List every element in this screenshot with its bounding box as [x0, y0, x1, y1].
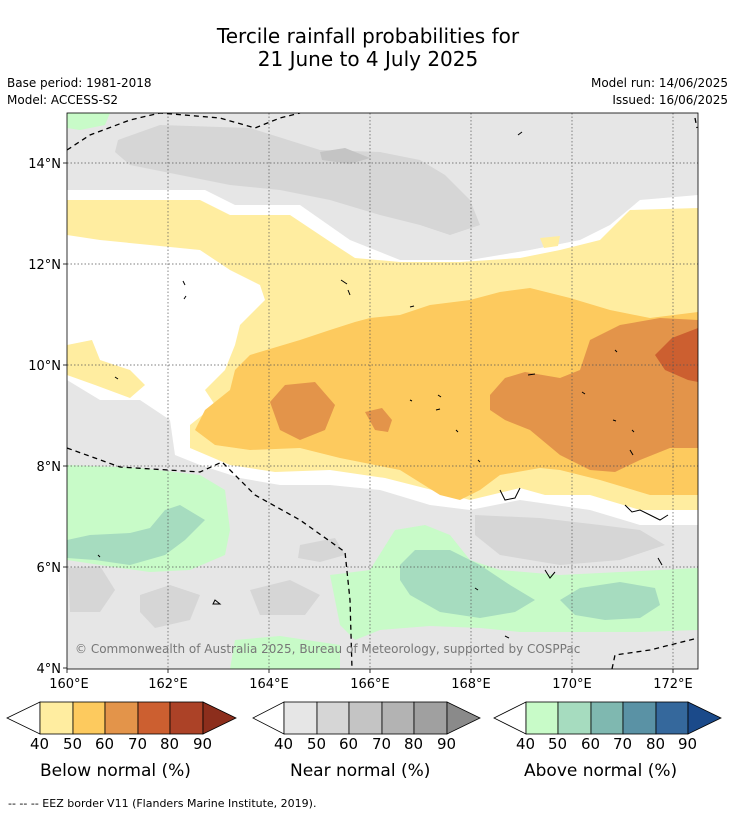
lat-label-6n: 6°N — [37, 561, 62, 576]
above-normal-50-region — [67, 505, 205, 565]
near-normal-ticks: 40 50 60 70 80 90 — [252, 735, 484, 755]
colorbar-swatch — [525, 701, 559, 735]
colorbar-tick: 50 — [63, 735, 83, 753]
colorbar-tick: 40 — [274, 735, 294, 753]
above-normal-40-region — [67, 113, 110, 130]
lon-label-172e: 172°E — [653, 677, 693, 692]
near-normal-legend-title: Near normal (%) — [290, 761, 431, 781]
lon-label-160e: 160°E — [49, 677, 89, 692]
colorbar-tick: 60 — [581, 735, 601, 753]
lat-label-10n: 10°N — [28, 359, 61, 374]
colorbar-swatch — [137, 701, 171, 735]
map-title-line2: 21 June to 4 July 2025 — [257, 47, 479, 71]
lon-label-170e: 170°E — [552, 677, 592, 692]
colorbar-swatch — [72, 701, 106, 735]
rainfall-map: 14°N 12°N 10°N 8°N 6°N 4°N 160°E 162°E 1… — [28, 112, 699, 692]
lon-label-166e: 166°E — [350, 677, 390, 692]
colorbar-high-extension — [202, 701, 237, 735]
below-normal-60-region — [490, 318, 698, 472]
lat-label-12n: 12°N — [28, 258, 61, 273]
colorbar-swatch — [39, 701, 74, 735]
colorbar-tick: 70 — [128, 735, 148, 753]
colorbar-tick: 50 — [548, 735, 568, 753]
colorbar-swatch — [590, 701, 624, 735]
above-normal-legend-title: Above normal (%) — [524, 761, 678, 781]
lat-label-4n: 4°N — [37, 662, 62, 677]
colorbar-swatch — [622, 701, 657, 735]
colorbar-high-extension — [446, 701, 481, 735]
above-normal-50-region — [560, 582, 660, 620]
colorbar-tick: 80 — [404, 735, 424, 753]
near-normal-50-patch — [475, 515, 665, 565]
above-normal-colorbar — [493, 701, 722, 735]
colorbar-tick: 70 — [613, 735, 633, 753]
near-normal-50-patch — [68, 566, 115, 612]
axis-ticks — [63, 162, 674, 673]
islands — [97, 131, 669, 639]
near-normal-60-patch — [320, 148, 370, 164]
model-label: Model: ACCESS-S2 — [7, 93, 119, 107]
colorbar-tick: 80 — [646, 735, 666, 753]
colorbar-tick: 90 — [437, 735, 457, 753]
map-frame — [66, 112, 699, 670]
colorbar-swatch — [413, 701, 448, 735]
lon-label-162e: 162°E — [148, 677, 188, 692]
colorbar-swatch — [104, 701, 139, 735]
colorbar-tick: 60 — [95, 735, 115, 753]
colorbar-swatch — [557, 701, 592, 735]
colorbar-swatch — [348, 701, 383, 735]
model-run-label: Model run: 14/06/2025 — [590, 76, 728, 90]
below-normal-40-region — [540, 236, 560, 248]
below-normal-ticks: 40 50 60 70 80 90 — [6, 735, 238, 755]
below-normal-colorbar — [6, 701, 237, 735]
near-normal-50-patch — [140, 585, 200, 628]
colorbar-low-extension — [6, 701, 41, 735]
colorbar-swatch — [316, 701, 350, 735]
below-normal-70-region — [655, 328, 698, 382]
colorbar-swatch — [381, 701, 415, 735]
colorbar-tick: 90 — [193, 735, 213, 753]
issued-label: Issued: 16/06/2025 — [612, 93, 728, 107]
below-normal-60-region — [365, 408, 392, 432]
lat-label-8n: 8°N — [37, 460, 62, 475]
below-normal-legend-title: Below normal (%) — [40, 761, 191, 781]
colorbar-low-extension — [493, 701, 527, 735]
base-period-label: Base period: 1981-2018 — [7, 76, 152, 90]
colorbar-swatch — [655, 701, 689, 735]
colorbar-swatch — [169, 701, 204, 735]
eez-footnote: -- -- -- EEZ border V11 (Flanders Marine… — [8, 797, 317, 810]
colorbar-tick: 80 — [160, 735, 180, 753]
near-normal-50-patch — [115, 125, 480, 235]
below-normal-60-region — [270, 382, 335, 440]
colorbar-tick: 70 — [372, 735, 392, 753]
above-normal-50-region — [400, 550, 535, 618]
copyright-notice: © Commonwealth of Australia 2025, Bureau… — [75, 642, 580, 656]
below-normal-40-region — [67, 340, 145, 398]
eez-border — [67, 113, 698, 669]
near-normal-colorbar — [252, 701, 481, 735]
map-title-line1: Tercile rainfall probabilities for — [216, 24, 520, 48]
lon-label-164e: 164°E — [249, 677, 289, 692]
colorbar-tick: 60 — [339, 735, 359, 753]
colorbar-high-extension — [687, 701, 722, 735]
lat-label-14n: 14°N — [28, 157, 61, 172]
colorbar-low-extension — [252, 701, 285, 735]
colorbar-tick: 40 — [30, 735, 50, 753]
lon-label-168e: 168°E — [451, 677, 491, 692]
near-normal-50-patch — [250, 580, 320, 615]
above-normal-40-region — [230, 636, 340, 669]
graticule — [67, 113, 698, 669]
above-normal-ticks: 40 50 60 70 80 90 — [493, 735, 725, 755]
map-plot-area — [67, 113, 698, 669]
colorbar-tick: 50 — [307, 735, 327, 753]
colorbar-swatch — [283, 701, 318, 735]
colorbar-tick: 40 — [516, 735, 536, 753]
colorbar-tick: 90 — [678, 735, 698, 753]
